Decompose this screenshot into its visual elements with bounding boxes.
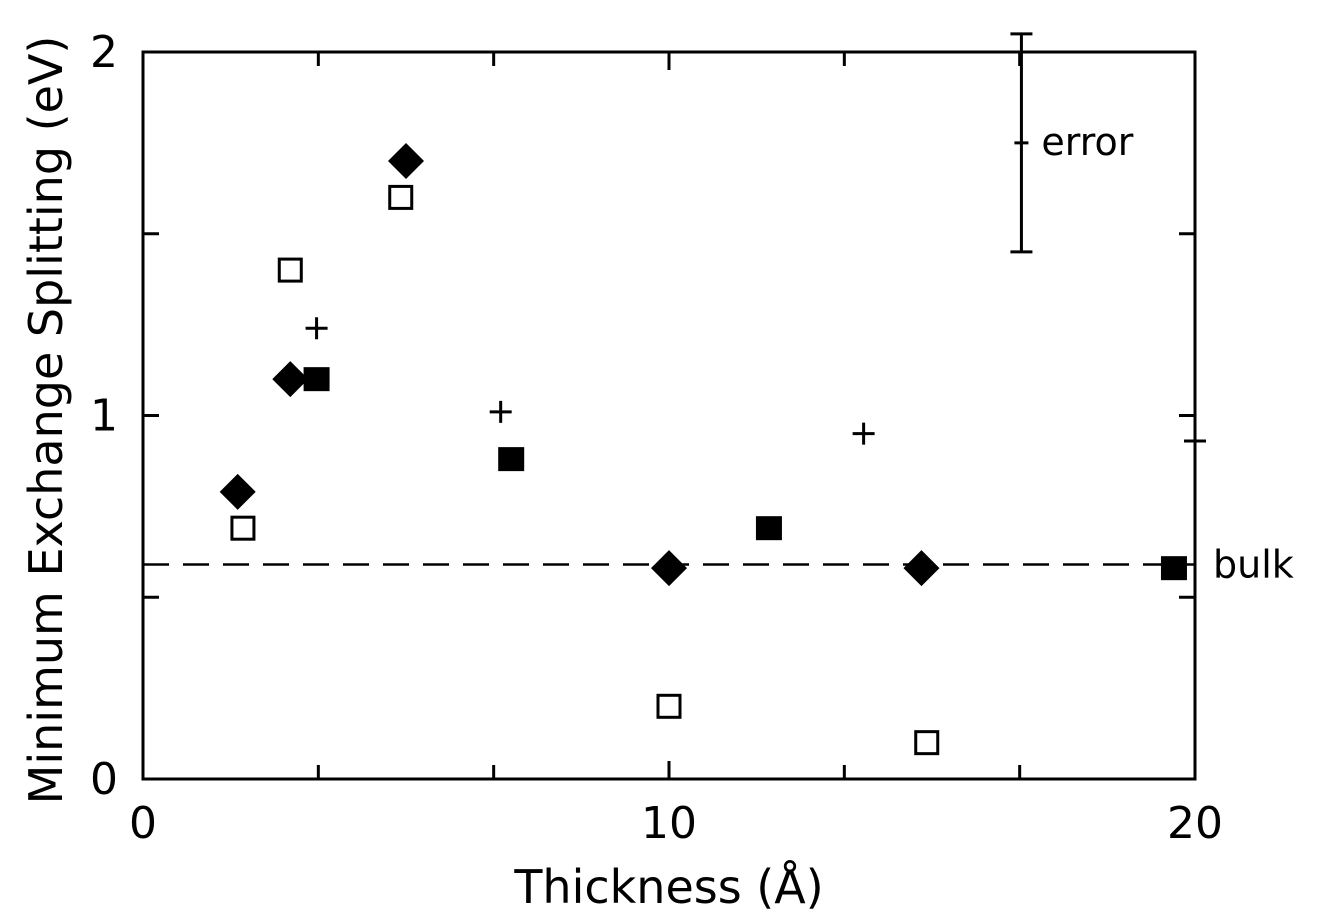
plus-point bbox=[852, 422, 875, 445]
axis-ticks bbox=[141, 50, 1197, 781]
error-label: error bbox=[1041, 120, 1133, 164]
filled-square-point bbox=[498, 447, 525, 472]
filled-square-point bbox=[755, 516, 782, 541]
filled-square-point bbox=[1160, 556, 1187, 581]
open-square-point bbox=[230, 515, 256, 541]
y-tick-label: 1 bbox=[90, 391, 118, 442]
diamond-point bbox=[388, 143, 424, 180]
filled-square-point bbox=[303, 367, 330, 392]
bulk-label: bulk bbox=[1213, 543, 1294, 587]
y-tick-label: 0 bbox=[90, 754, 118, 805]
diamond-point bbox=[651, 550, 687, 587]
open-square-point bbox=[277, 257, 303, 283]
y-tick-label: 2 bbox=[90, 27, 118, 78]
x-tick-label: 20 bbox=[1167, 798, 1223, 849]
plot-frame bbox=[141, 50, 1197, 781]
y-axis-label: Minimum Exchange Splitting (eV) bbox=[19, 36, 73, 805]
x-axis-label: Thickness (Å) bbox=[513, 860, 823, 914]
plus-point bbox=[305, 317, 328, 340]
diamond-point bbox=[272, 361, 309, 398]
plus-point bbox=[1184, 429, 1206, 452]
plus-point bbox=[489, 400, 512, 423]
error-bar bbox=[1010, 32, 1033, 254]
tick-labels: 0 10 20 0 1 2 bbox=[90, 27, 1223, 849]
diamond-point bbox=[903, 550, 940, 587]
diamond-point bbox=[219, 473, 256, 510]
open-square-point bbox=[914, 730, 940, 756]
open-square-point bbox=[388, 184, 414, 210]
x-tick-label: 10 bbox=[641, 798, 697, 849]
open-square-point bbox=[656, 693, 682, 719]
x-tick-label: 0 bbox=[129, 798, 157, 849]
data-points bbox=[219, 143, 1206, 756]
